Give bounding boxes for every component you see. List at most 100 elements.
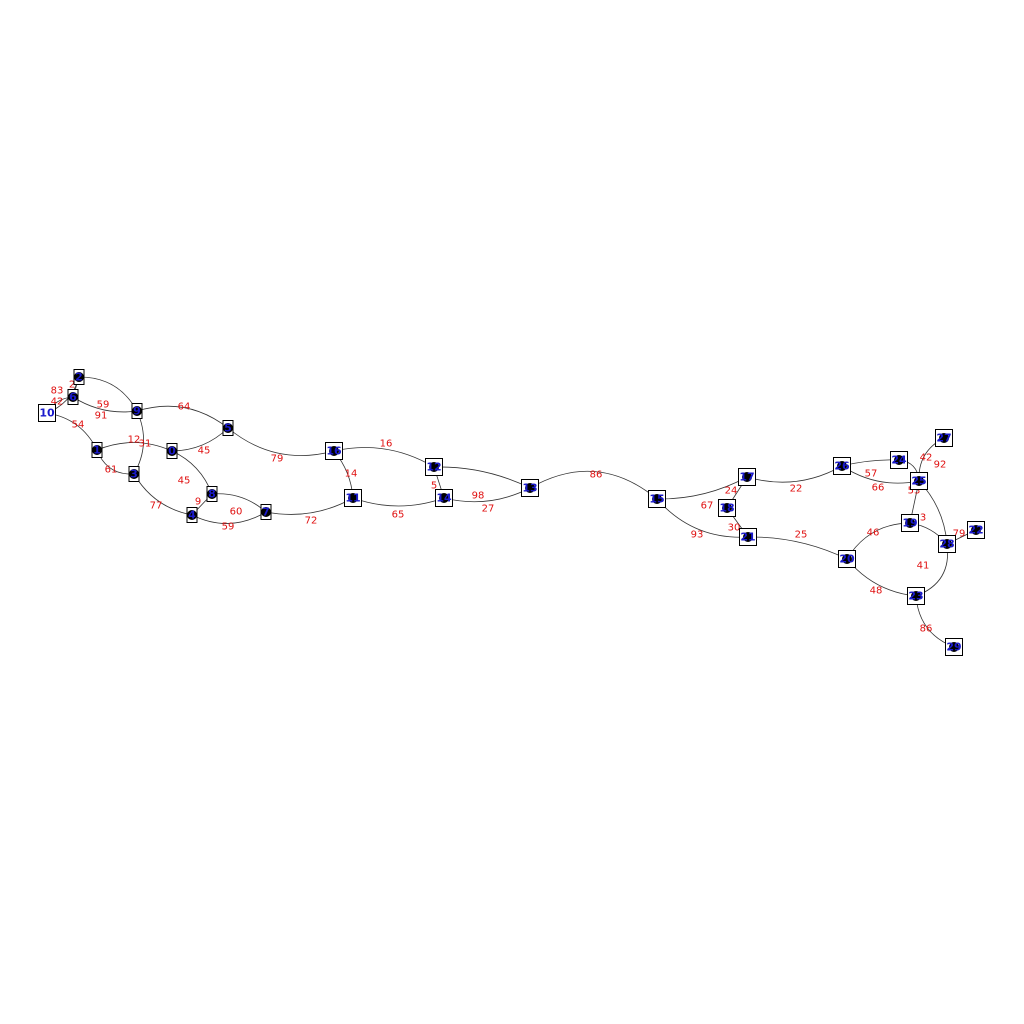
node-dot-3 xyxy=(129,469,139,479)
node-7[interactable]: 7 xyxy=(260,504,272,520)
node-dot-24 xyxy=(894,455,904,465)
edge-label-7-11: 72 xyxy=(305,516,318,527)
node-18[interactable]: 18 xyxy=(718,499,736,517)
edge-label-15-21: 93 xyxy=(691,530,704,541)
node-2[interactable]: 2 xyxy=(73,369,85,385)
node-21[interactable]: 21 xyxy=(739,528,757,546)
node-4[interactable]: 4 xyxy=(186,507,198,523)
edge-label-9-5: 64 xyxy=(178,402,191,413)
node-11[interactable]: 11 xyxy=(344,489,362,507)
node-10[interactable]: 10 xyxy=(38,404,56,422)
node-19[interactable]: 19 xyxy=(901,514,919,532)
edge-label-11-14: 65 xyxy=(392,510,405,521)
node-label-11: 11 xyxy=(345,492,360,505)
edge-label-18-21: 30 xyxy=(728,523,741,534)
node-label-2: 2 xyxy=(75,371,83,384)
node-label-6: 6 xyxy=(69,391,77,404)
node-label-8: 8 xyxy=(208,488,216,501)
node-label-5: 5 xyxy=(224,422,232,435)
node-dot-0 xyxy=(167,446,177,456)
edge-label-17-18: 24 xyxy=(725,486,738,497)
edge-label-26-25: 66 xyxy=(872,483,885,494)
edge-label-20-19: 46 xyxy=(867,528,880,539)
edge-17-26 xyxy=(746,465,843,483)
node-0[interactable]: 0 xyxy=(166,443,178,459)
node-label-26: 26 xyxy=(834,460,850,473)
edge-label-28-22: 79 xyxy=(953,529,966,540)
node-dot-5 xyxy=(223,423,233,433)
edge-label-25-28: 53 xyxy=(908,486,921,497)
node-6[interactable]: 6 xyxy=(67,389,79,405)
node-dot-19 xyxy=(905,518,915,528)
node-label-3: 3 xyxy=(130,468,138,481)
node-16[interactable]: 16 xyxy=(325,442,343,460)
edge-label-15-17: 67 xyxy=(701,501,714,512)
node-28[interactable]: 28 xyxy=(938,535,956,553)
node-15[interactable]: 15 xyxy=(648,490,666,508)
node-8[interactable]: 8 xyxy=(206,486,218,502)
node-label-27: 27 xyxy=(936,432,951,445)
node-dot-27 xyxy=(939,433,949,443)
node-12[interactable]: 12 xyxy=(425,458,443,476)
edge-5-16 xyxy=(227,427,335,456)
edge-label-0-5: 45 xyxy=(198,446,211,457)
edge-16-12 xyxy=(333,447,435,468)
node-14[interactable]: 14 xyxy=(435,489,453,507)
node-label-16: 16 xyxy=(326,445,342,458)
node-label-29: 29 xyxy=(946,641,961,654)
node-3[interactable]: 3 xyxy=(128,466,140,482)
edge-13-15 xyxy=(529,470,658,500)
edge-9-5 xyxy=(136,405,229,429)
node-1[interactable]: 1 xyxy=(91,442,103,458)
edge-label-6-9: 91 xyxy=(95,411,108,422)
node-label-22: 22 xyxy=(968,524,983,537)
node-20[interactable]: 20 xyxy=(838,550,856,568)
node-label-12: 12 xyxy=(426,461,441,474)
node-label-25: 25 xyxy=(911,475,926,488)
node-dot-13 xyxy=(525,483,535,493)
node-9[interactable]: 9 xyxy=(131,403,143,419)
node-dot-21 xyxy=(743,532,753,542)
node-22[interactable]: 22 xyxy=(967,521,985,539)
edge-label-4-7: 59 xyxy=(222,522,235,533)
node-dot-14 xyxy=(439,493,449,503)
node-dot-8 xyxy=(207,489,217,499)
edge-label-2-6: 2 xyxy=(69,380,75,391)
node-17[interactable]: 17 xyxy=(738,468,756,486)
edge-label-12-14: 5 xyxy=(431,481,437,492)
edge-label-1-0: 12 xyxy=(128,435,141,446)
node-dot-6 xyxy=(68,392,78,402)
node-26[interactable]: 26 xyxy=(833,457,851,475)
node-23[interactable]: 23 xyxy=(907,587,925,605)
edge-label-23-29: 86 xyxy=(920,624,933,635)
edge-label-6-10: 42 xyxy=(51,397,64,408)
edge-label-14-13: 27 xyxy=(482,504,495,515)
edge-label-24-25: 42 xyxy=(920,453,933,464)
edge-6-9 xyxy=(72,396,138,413)
edge-label-19-28: 3 xyxy=(920,513,926,524)
node-27[interactable]: 27 xyxy=(935,429,953,447)
node-dot-7 xyxy=(261,507,271,517)
node-24[interactable]: 24 xyxy=(890,451,908,469)
node-dot-11 xyxy=(348,493,358,503)
node-dot-15 xyxy=(652,494,662,504)
edge-label-2-10: 83 xyxy=(51,386,64,397)
edge-label-16-11: 14 xyxy=(345,469,358,480)
node-label-1: 1 xyxy=(93,444,101,457)
edge-label-8-4: 9 xyxy=(195,497,201,508)
edge-0-8 xyxy=(171,450,213,495)
node-25[interactable]: 25 xyxy=(910,472,928,490)
node-label-20: 20 xyxy=(839,553,855,566)
node-dot-18 xyxy=(722,503,732,513)
node-29[interactable]: 29 xyxy=(945,638,963,656)
node-label-19: 19 xyxy=(902,517,917,530)
edge-1-0 xyxy=(96,442,173,452)
node-label-21: 21 xyxy=(740,531,755,544)
edge-label-17-26: 22 xyxy=(790,484,803,495)
node-5[interactable]: 5 xyxy=(222,420,234,436)
edge-label-28-23: 41 xyxy=(917,561,930,572)
edge-11-14 xyxy=(352,497,445,507)
node-13[interactable]: 13 xyxy=(521,479,539,497)
